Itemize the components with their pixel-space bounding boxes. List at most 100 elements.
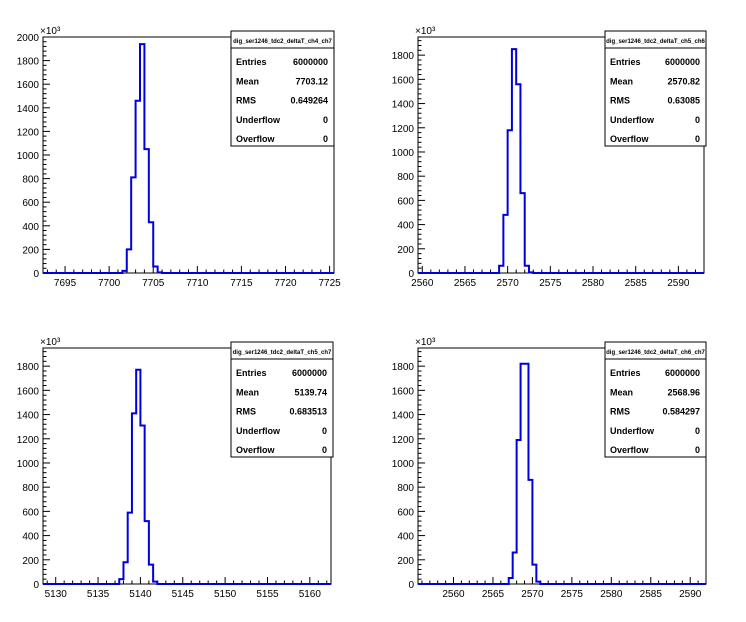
stats-row-value: 0: [695, 115, 700, 125]
stats-row-value: 0: [695, 445, 700, 455]
histogram-bin: [136, 370, 140, 584]
y-tick-label: 1200: [392, 435, 415, 446]
histogram-bin: [517, 440, 521, 584]
y-tick-label: 1400: [17, 411, 40, 422]
histogram-bin: [516, 84, 520, 273]
histogram-bin: [132, 413, 136, 584]
x-tick-label: 5145: [172, 589, 195, 600]
stats-row-value: 0: [323, 115, 328, 125]
histogram-bin: [136, 101, 140, 273]
stats-row-value: 0: [322, 426, 327, 436]
histogram-bin: [158, 272, 162, 273]
histogram-bin: [503, 215, 507, 273]
histogram-panel-4: 0 200 400 600 800 1000 1200 1400 1600 1800 2560 256…: [392, 337, 707, 600]
stats-title: dig_ser1246_tdc2_deltaT_ch5_ch7: [233, 350, 332, 356]
stats-row-label: Entries: [610, 368, 641, 378]
x-tick-label: 7700: [98, 278, 121, 289]
histogram-bin: [127, 249, 131, 273]
x-tick-label: 2570: [497, 278, 520, 289]
y-tick-label: 400: [22, 222, 39, 233]
y-tick-label: 1400: [392, 100, 415, 111]
histogram-bin: [128, 513, 132, 584]
x-tick-label: 2570: [521, 589, 544, 600]
x-tick-label: 2560: [442, 589, 465, 600]
y-tick-label: 200: [397, 245, 414, 256]
stats-row-value: 6000000: [293, 57, 328, 67]
stats-row-label: Mean: [236, 76, 259, 86]
x-tick-label: 7725: [318, 278, 341, 289]
y-tick-label: 0: [33, 269, 39, 280]
stats-row-label: Mean: [610, 387, 633, 397]
stats-row-value: 0.649264: [290, 96, 328, 106]
x-tick-label: 5140: [129, 589, 152, 600]
stats-row-label: Entries: [236, 368, 267, 378]
histogram-bin: [532, 565, 536, 584]
y-tick-label: 0: [33, 580, 39, 591]
y-tick-label: 400: [22, 532, 39, 543]
stats-box-frame: [230, 341, 334, 458]
stats-row-label: RMS: [236, 96, 256, 106]
y-tick-label: 1200: [17, 435, 40, 446]
histogram-bin: [508, 130, 512, 273]
y-tick-label: 200: [397, 556, 414, 567]
stats-row-label: Mean: [610, 76, 633, 86]
x-tick-label: 7710: [186, 278, 209, 289]
histogram-bin: [119, 579, 123, 584]
x-tick-label: 7715: [230, 278, 253, 289]
x-tick-label: 2565: [454, 278, 477, 289]
histogram-bin: [520, 193, 524, 273]
histogram-bin: [145, 521, 149, 584]
stats-row-value: 6000000: [665, 368, 700, 378]
y-tick-label: 0: [408, 269, 414, 280]
stats-row-label: RMS: [610, 96, 630, 106]
histogram-bin: [528, 480, 532, 584]
y-tick-label: 1400: [392, 411, 415, 422]
stats-row-value: 0: [323, 134, 328, 144]
y-tick-label: 1400: [17, 104, 40, 115]
stats-row-label: Underflow: [236, 115, 281, 125]
y-tick-label: 1000: [392, 148, 415, 159]
histogram-bin: [144, 149, 148, 273]
y-tick-label: 2000: [17, 33, 40, 44]
histogram-line: [418, 362, 706, 585]
x-tick-label: 5150: [214, 589, 237, 600]
y-tick-label: 400: [397, 532, 414, 543]
x-tick-label: 7705: [142, 278, 165, 289]
stats-row-value: 0.584297: [662, 407, 700, 417]
stats-row-value: 2570.82: [667, 76, 700, 86]
y-tick-label: 800: [397, 483, 414, 494]
histogram-bin: [521, 364, 525, 584]
stats-row-value: 6000000: [292, 368, 327, 378]
x-tick-label: 2575: [561, 589, 584, 600]
x-tick-label: 2590: [667, 278, 690, 289]
histogram-panel-2: 0 200 400 600 800 1000 1200 1400 1600 1800 2560 256…: [392, 26, 707, 289]
y-tick-label: 600: [22, 198, 39, 209]
y-tick-label: 200: [22, 245, 39, 256]
stats-row-label: Overflow: [236, 445, 276, 455]
stats-row-label: Overflow: [610, 445, 650, 455]
stats-row-label: Entries: [236, 57, 267, 67]
x-tick-label: 5160: [299, 589, 322, 600]
stats-row-label: Overflow: [610, 134, 650, 144]
stats-row-label: Underflow: [236, 426, 281, 436]
histogram-bin: [149, 565, 153, 584]
stats-row-value: 5139.74: [294, 387, 327, 397]
x-tick-label: 2560: [411, 278, 434, 289]
histogram-panel-1: 0 200 400 600 800 1000 1200 1400 1600 1800 2000 769…: [17, 26, 341, 289]
x-tick-label: 2580: [582, 278, 605, 289]
x-tick-label: 2585: [640, 589, 663, 600]
stats-row-label: Entries: [610, 57, 641, 67]
x-tick-label: 7720: [274, 278, 297, 289]
histogram-bin: [499, 266, 503, 273]
histogram-bin: [140, 425, 144, 584]
stats-box: dig_ser1246_tdc2_deltaT_ch5_ch6 Entries 60…: [604, 30, 707, 147]
x-tick-label: 5130: [45, 589, 68, 600]
histogram-bin: [525, 266, 529, 273]
stats-row-label: Underflow: [610, 115, 655, 125]
y-tick-label: 600: [22, 507, 39, 518]
histogram-panel-3: 0 200 400 600 800 1000 1200 1400 1600 1800 5130 513…: [17, 337, 334, 600]
histogram-bin: [536, 582, 540, 584]
y-exponent-label: ×10³: [415, 337, 436, 348]
y-tick-label: 1600: [392, 75, 415, 86]
stats-row-value: 0.683513: [289, 407, 327, 417]
